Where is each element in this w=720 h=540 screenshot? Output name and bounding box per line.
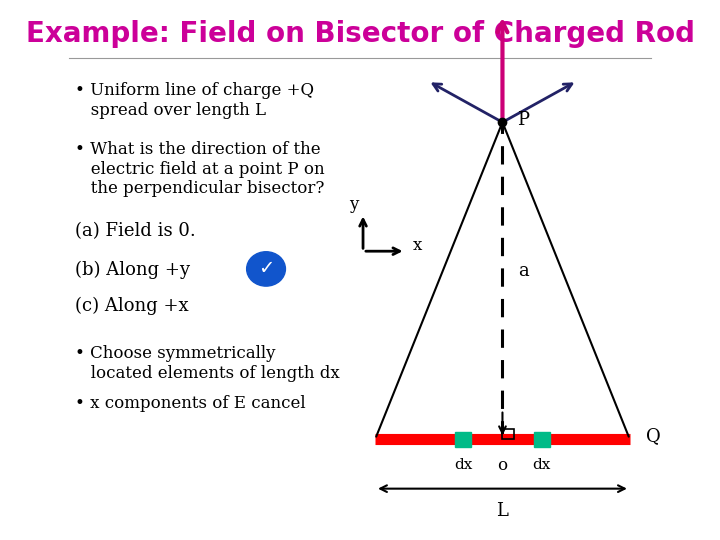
Text: Example: Field on Bisector of Charged Rod: Example: Field on Bisector of Charged Ro… xyxy=(25,20,695,48)
Text: y: y xyxy=(348,197,358,213)
Text: dx: dx xyxy=(533,458,551,472)
Text: ✓: ✓ xyxy=(258,259,274,279)
Text: • Choose symmetrically
   located elements of length dx: • Choose symmetrically located elements … xyxy=(75,345,340,382)
Text: (c) Along +x: (c) Along +x xyxy=(75,297,189,315)
Text: x: x xyxy=(413,237,422,254)
Text: • What is the direction of the
   electric field at a point P on
   the perpendi: • What is the direction of the electric … xyxy=(75,141,325,197)
Text: Q: Q xyxy=(646,428,660,445)
Text: o: o xyxy=(498,456,508,474)
Text: P: P xyxy=(517,111,529,129)
Bar xyxy=(503,429,514,439)
Text: • Uniform line of charge +Q
   spread over length L: • Uniform line of charge +Q spread over … xyxy=(75,82,314,119)
Text: a: a xyxy=(518,262,529,280)
Bar xyxy=(534,431,550,447)
Text: L: L xyxy=(497,502,508,520)
Text: • x components of E cancel: • x components of E cancel xyxy=(75,395,306,411)
Text: (a) Field is 0.: (a) Field is 0. xyxy=(75,221,196,240)
Text: dx: dx xyxy=(454,458,472,472)
Text: (b) Along +y: (b) Along +y xyxy=(75,260,190,279)
Bar xyxy=(455,431,471,447)
Circle shape xyxy=(247,252,285,286)
